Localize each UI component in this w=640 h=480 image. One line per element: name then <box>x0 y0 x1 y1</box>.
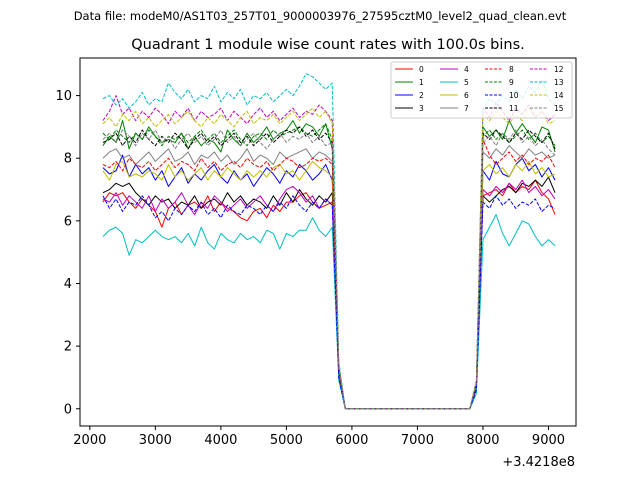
legend-label-9: 9 <box>509 78 514 87</box>
x-tick-label-2000: 2000 <box>73 433 106 448</box>
legend-label-15: 15 <box>554 104 564 113</box>
x-tick-label-8000: 8000 <box>466 433 499 448</box>
legend-label-2: 2 <box>419 91 424 100</box>
legend-label-7: 7 <box>464 104 469 113</box>
plot-frame <box>79 57 577 427</box>
legend-label-11: 11 <box>509 104 519 113</box>
y-tick-label-8: 8 <box>64 152 72 167</box>
y-tick-label-4: 4 <box>64 277 72 292</box>
series-line-5 <box>102 214 556 410</box>
x-tick-label-5000: 5000 <box>270 433 303 448</box>
x-tick-label-9000: 9000 <box>532 433 565 448</box>
legend-label-12: 12 <box>554 65 564 74</box>
legend-label-6: 6 <box>464 91 469 100</box>
series-line-13 <box>102 73 556 410</box>
chart-title: Quadrant 1 module wise count rates with … <box>131 37 525 53</box>
legend-label-0: 0 <box>419 65 424 74</box>
x-tick-label-7000: 7000 <box>401 433 434 448</box>
legend-label-10: 10 <box>509 91 519 100</box>
legend-label-13: 13 <box>554 78 564 87</box>
legend-label-1: 1 <box>419 78 424 87</box>
series-line-11 <box>102 126 556 410</box>
y-tick-label-0: 0 <box>64 402 72 417</box>
x-axis: 2000 3000 4000 5000 6000 7000 8000 9000 <box>73 426 565 448</box>
legend-label-8: 8 <box>509 65 514 74</box>
legend-label-3: 3 <box>419 104 424 113</box>
x-tick-label-3000: 3000 <box>139 433 172 448</box>
y-tick-label-10: 10 <box>55 89 72 104</box>
series-line-10 <box>102 195 556 410</box>
legend-label-4: 4 <box>464 65 469 74</box>
x-axis-offset-label: +3.4218e8 <box>502 455 575 470</box>
y-tick-label-6: 6 <box>64 214 72 229</box>
series-layer <box>102 73 556 410</box>
y-tick-label-2: 2 <box>64 340 72 355</box>
legend-label-5: 5 <box>464 78 469 87</box>
y-axis: 0 2 4 6 8 10 <box>55 89 80 417</box>
figure-suptitle: Data file: modeM0/AS1T03_257T01_90000039… <box>74 9 567 23</box>
legend-label-14: 14 <box>554 91 564 100</box>
series-line-12 <box>102 95 556 410</box>
x-tick-label-6000: 6000 <box>335 433 368 448</box>
x-tick-label-4000: 4000 <box>204 433 237 448</box>
series-line-15 <box>102 129 556 410</box>
legend-box <box>390 61 573 119</box>
